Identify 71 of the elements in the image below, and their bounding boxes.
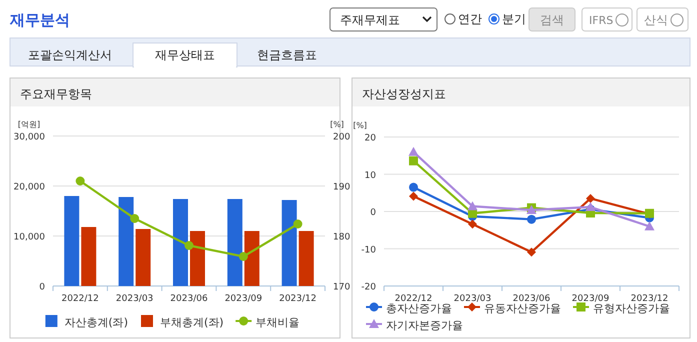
y-tick-label: -10 (361, 245, 376, 256)
bar (298, 231, 314, 286)
x-tick-label: 2023/09 (224, 294, 262, 304)
y-tick-label: 30,000 (14, 132, 46, 142)
point (293, 220, 302, 228)
chart-title: 주요재무항목 (20, 87, 92, 101)
x-tick-label: 2023/06 (170, 294, 208, 304)
x-tick-label: 2023/09 (572, 294, 610, 304)
y2-tick-label: 170 (333, 282, 350, 292)
legend-label: 유동자산증가율 (484, 302, 561, 315)
bar (64, 196, 80, 286)
point (586, 194, 595, 203)
legend-label: 자기자본증가율 (386, 319, 463, 332)
chart-title: 자산성장성지표 (362, 87, 446, 101)
y-tick-label: 0 (39, 282, 46, 292)
y2-tick-label: 200 (333, 132, 350, 142)
point (586, 202, 596, 212)
y-tick-label: 20,000 (14, 182, 46, 192)
point (468, 220, 477, 229)
y-tick-label: 10 (364, 170, 376, 181)
point (527, 214, 536, 224)
y-tick-label: -20 (361, 282, 376, 292)
text: 재무분석 (9, 11, 70, 29)
bar (244, 231, 260, 286)
text: IFRS (589, 14, 614, 27)
y-tick-label: 0 (370, 208, 376, 218)
text: 연간 (458, 12, 482, 26)
y2-tick-label: 190 (333, 182, 350, 192)
point (527, 248, 536, 257)
legend-label: 부채비율 (256, 316, 300, 329)
text: 현금흐름표 (257, 48, 317, 62)
legend-label: 총자산증가율 (386, 302, 452, 315)
y-axis-title: [%] (353, 121, 367, 130)
point (130, 214, 140, 223)
bar (118, 197, 134, 286)
y-axis-title: [억원] (18, 120, 40, 129)
x-tick-label: 2023/03 (116, 294, 154, 304)
text: 분기 (502, 12, 526, 26)
point (409, 192, 418, 201)
y2-axis-title: [%] (330, 120, 344, 129)
x-tick-label: 2023/06 (512, 294, 550, 304)
point (468, 201, 478, 210)
point (644, 221, 654, 230)
x-tick-label: 2022/12 (62, 294, 99, 304)
legend-label: 유형자산증가율 (593, 302, 670, 315)
point (409, 182, 418, 192)
point (184, 241, 194, 250)
bar (173, 199, 188, 286)
text: 산식 (644, 13, 668, 27)
point (408, 146, 418, 156)
bar (136, 229, 151, 286)
text: 검색 (540, 13, 564, 27)
bar (81, 227, 96, 286)
x-tick-label: 2023/12 (630, 294, 668, 304)
y2-tick-label: 180 (333, 232, 350, 242)
point (238, 252, 248, 261)
point (76, 176, 85, 186)
bar (282, 200, 297, 286)
legend-label: 부채총계(좌) (160, 316, 224, 329)
legend-label: 자산총계(좌) (64, 316, 128, 329)
point (409, 156, 418, 166)
x-tick-label: 2023/03 (454, 294, 492, 304)
x-tick-label: 2022/12 (394, 294, 432, 304)
bar (190, 231, 205, 286)
text: 재무상태표 (155, 48, 215, 62)
text: 포괄손익계산서 (28, 48, 112, 62)
text: 주재무제표 (340, 13, 400, 27)
bar (227, 199, 242, 286)
y-tick-label: 20 (364, 134, 376, 144)
y-tick-label: 10,000 (14, 232, 46, 242)
x-tick-label: 2023/12 (279, 294, 316, 304)
